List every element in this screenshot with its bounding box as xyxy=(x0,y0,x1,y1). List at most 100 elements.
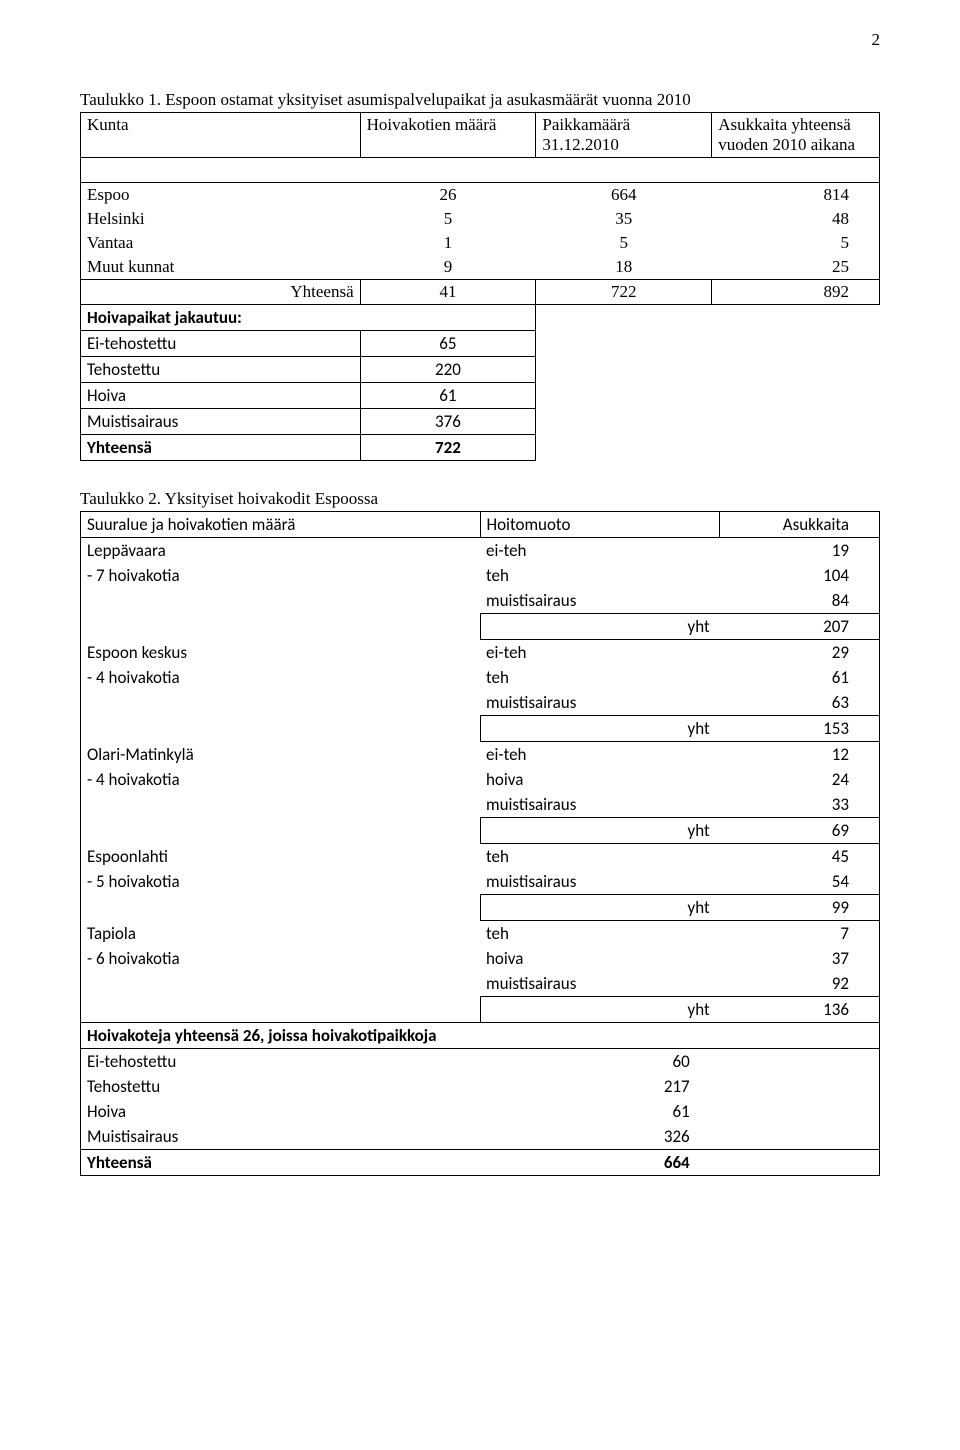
t2sum-header-label: Hoivakoteja yhteensä 26, joissa hoivakot… xyxy=(81,1023,880,1049)
t1-kunta: Vantaa xyxy=(81,231,361,255)
t1-kunta: Muut kunnat xyxy=(81,255,361,279)
table-row: Olari-Matinkyläei-teh12 xyxy=(81,742,880,768)
t2-empty xyxy=(81,971,481,997)
t1-kunta: Espoo xyxy=(81,183,361,207)
t1-a: 1 xyxy=(360,231,536,255)
table1-body: Espoo26664814Helsinki53548Vantaa155Muut … xyxy=(80,183,880,279)
table-row: Espoon keskusei-teh29 xyxy=(81,640,880,666)
t2-yht-val: 207 xyxy=(720,614,880,640)
t1sub-label: Muistisairaus xyxy=(81,409,361,435)
table-row: Muut kunnat91825 xyxy=(81,255,880,279)
table-row: - 4 hoivakotiahoiva24 xyxy=(81,767,880,792)
t2sum-val: 61 xyxy=(480,1099,720,1124)
table-subtotal-row: yht207 xyxy=(81,614,880,640)
t1-b: 5 xyxy=(536,231,712,255)
table-row: Muistisairaus326 xyxy=(81,1124,880,1150)
table-row: muistisairaus63 xyxy=(81,690,880,716)
t2-val: 37 xyxy=(720,946,880,971)
table-row: Tehostettu220 xyxy=(81,357,536,383)
t1-c: 25 xyxy=(712,255,880,279)
table-row: Muistisairaus376 xyxy=(81,409,536,435)
t2-group-name: Espoonlahti xyxy=(81,844,481,870)
t2-muoto: muistisairaus xyxy=(480,869,720,895)
table-row: Tapiolateh7 xyxy=(81,921,880,947)
t2sum-header: Hoivakoteja yhteensä 26, joissa hoivakot… xyxy=(81,1023,880,1049)
t2-yht-val: 136 xyxy=(720,997,880,1023)
t1sub-val: 61 xyxy=(360,383,535,409)
table1-header-row: Kunta Hoivakotien määrä Paikkamäärä 31.1… xyxy=(81,113,880,158)
table-row: Espoo26664814 xyxy=(81,183,880,207)
t2-val: 24 xyxy=(720,767,880,792)
t1-h-paikka-l2: 31.12.2010 xyxy=(542,135,619,154)
t2-yht-val: 153 xyxy=(720,716,880,742)
t1-c: 48 xyxy=(712,207,880,231)
t1-total-a: 41 xyxy=(360,280,536,305)
t2sum-label: Hoiva xyxy=(81,1099,481,1124)
t2-group-sub: - 4 hoivakotia xyxy=(81,665,481,690)
t2-muoto: teh xyxy=(480,844,720,870)
t2-val: 104 xyxy=(720,563,880,588)
table-row: Tehostettu217 xyxy=(81,1074,880,1099)
t2-yht-val: 99 xyxy=(720,895,880,921)
t2-muoto: hoiva xyxy=(480,946,720,971)
table-subtotal-row: yht136 xyxy=(81,997,880,1023)
t2-val: 63 xyxy=(720,690,880,716)
t2-group-name: Espoon keskus xyxy=(81,640,481,666)
t2-muoto: ei-teh xyxy=(480,742,720,768)
table-subtotal-row: yht153 xyxy=(81,716,880,742)
t2-group-sub: - 6 hoivakotia xyxy=(81,946,481,971)
table-subtotal-row: yht69 xyxy=(81,818,880,844)
table-row: muistisairaus33 xyxy=(81,792,880,818)
table2-summary: Hoivakoteja yhteensä 26, joissa hoivakot… xyxy=(80,1023,880,1176)
table2: Suuralue ja hoivakotien määrä Hoitomuoto… xyxy=(80,511,880,1023)
t1-h-asuk-l1: Asukkaita yhteensä xyxy=(718,115,851,134)
t2-val: 84 xyxy=(720,588,880,614)
t1-h-asukkaita: Asukkaita yhteensä vuoden 2010 aikana xyxy=(712,113,880,158)
t1-h-paikka-l1: Paikkamäärä xyxy=(542,115,630,134)
t2-val: 54 xyxy=(720,869,880,895)
t2-empty xyxy=(81,588,481,614)
t1sub-label: Hoiva xyxy=(81,383,361,409)
t2sum-val: 60 xyxy=(480,1049,720,1075)
t2sum-label: Ei-tehostettu xyxy=(81,1049,481,1075)
table-row: Helsinki53548 xyxy=(81,207,880,231)
t2-val: 92 xyxy=(720,971,880,997)
table-row: Espoonlahtiteh45 xyxy=(81,844,880,870)
t2-muoto: muistisairaus xyxy=(480,792,720,818)
t2sum-total-val: 664 xyxy=(480,1150,720,1176)
t1-h-paikkamaara: Paikkamäärä 31.12.2010 xyxy=(536,113,712,158)
t2-yht-label: yht xyxy=(480,997,720,1023)
t1sub-label: Tehostettu xyxy=(81,357,361,383)
table-row: muistisairaus92 xyxy=(81,971,880,997)
t2-h-suuralue: Suuralue ja hoivakotien määrä xyxy=(81,512,481,538)
t2sum-label: Muistisairaus xyxy=(81,1124,481,1150)
t1-a: 26 xyxy=(360,183,536,207)
page-number: 2 xyxy=(80,30,880,50)
t2-empty xyxy=(81,614,481,640)
t2-muoto: muistisairaus xyxy=(480,690,720,716)
table-row: Ei-tehostettu60 xyxy=(81,1049,880,1075)
t1sub-total-row: Yhteensä 722 xyxy=(81,435,536,461)
t2-val: 12 xyxy=(720,742,880,768)
table-row: - 6 hoivakotiahoiva37 xyxy=(81,946,880,971)
t2-val: 45 xyxy=(720,844,880,870)
t1-total-label: Yhteensä xyxy=(81,280,361,305)
t2-yht-label: yht xyxy=(480,895,720,921)
t2-yht-label: yht xyxy=(480,614,720,640)
t2sum-total-row: Yhteensä 664 xyxy=(81,1150,880,1176)
t1sub-total-label: Yhteensä xyxy=(81,435,361,461)
t2-val: 33 xyxy=(720,792,880,818)
table-row: Leppävaaraei-teh19 xyxy=(81,538,880,564)
t2-muoto: muistisairaus xyxy=(480,971,720,997)
t2-muoto: muistisairaus xyxy=(480,588,720,614)
t1-h-asuk-l2: vuoden 2010 aikana xyxy=(718,135,855,154)
t2-val: 61 xyxy=(720,665,880,690)
t2-empty xyxy=(81,690,481,716)
t2-empty xyxy=(81,895,481,921)
table-row: muistisairaus84 xyxy=(81,588,880,614)
table-row: - 7 hoivakotiateh104 xyxy=(81,563,880,588)
t1-a: 9 xyxy=(360,255,536,279)
t2-val: 7 xyxy=(720,921,880,947)
t2-muoto: ei-teh xyxy=(480,538,720,564)
t2-muoto: hoiva xyxy=(480,767,720,792)
